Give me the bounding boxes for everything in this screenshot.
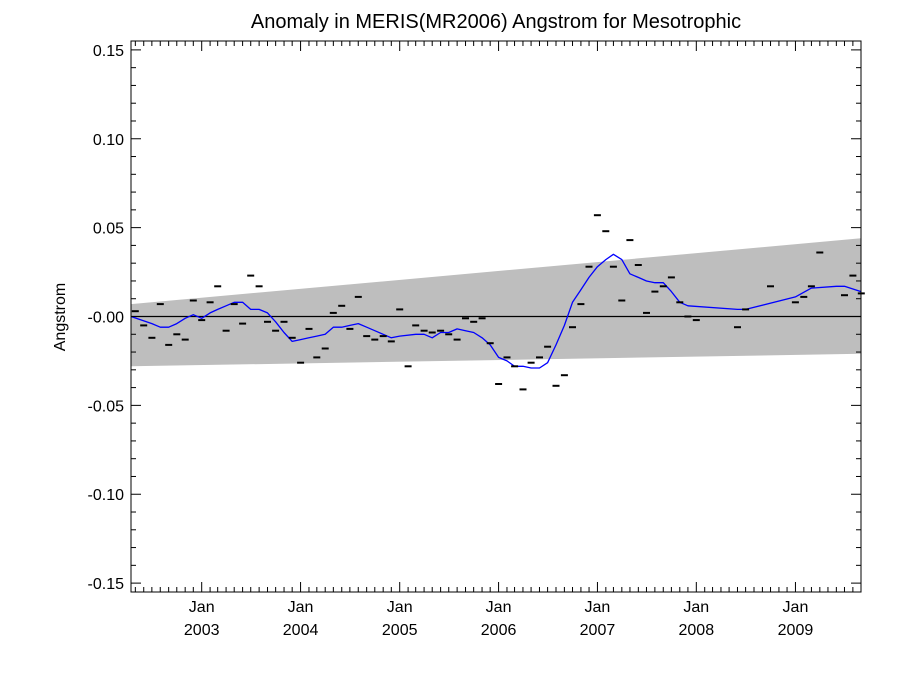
x-tick-year-label: 2008 [679, 622, 715, 639]
uncertainty-band-group [131, 238, 861, 367]
smoothed-anomaly-line [130, 253, 862, 369]
x-tick-year-label: 2006 [481, 622, 517, 639]
x-tick-year-label: 2003 [184, 622, 220, 639]
x-tick-month-label: Jan [783, 599, 809, 616]
y-tick-label: -0.05 [88, 398, 125, 415]
y-tick-label: -0.00 [88, 310, 125, 327]
y-tick-label: 0.10 [93, 132, 124, 149]
y-tick-label: 0.15 [93, 43, 124, 60]
x-tick-month-label: Jan [288, 599, 314, 616]
y-tick-label: -0.15 [88, 576, 125, 593]
y-ticks-group: 0.15 0.10 0.05 -0.00 -0.05 -0.10 -0.15 [88, 43, 861, 593]
y-axis-label: Angstrom [52, 283, 69, 351]
x-tick-year-label: 2005 [382, 622, 418, 639]
x-tick-year-label: 2004 [283, 622, 319, 639]
y-tick-label: -0.10 [88, 487, 125, 504]
monthly-points-group [131, 214, 865, 391]
x-tick-month-label: Jan [683, 599, 709, 616]
x-tick-month-label: Jan [189, 599, 215, 616]
x-tick-year-label: 2007 [580, 622, 616, 639]
smoothed-line-group [130, 253, 862, 369]
x-tick-month-label: Jan [387, 599, 413, 616]
x-tick-month-label: Jan [585, 599, 611, 616]
y-tick-label: 0.05 [93, 221, 124, 238]
x-tick-month-label: Jan [486, 599, 512, 616]
x-tick-year-label: 2009 [778, 622, 814, 639]
chart-title: Anomaly in MERIS(MR2006) Angstrom for Me… [251, 11, 741, 33]
uncertainty-band [131, 238, 861, 367]
x-ticks-group: Jan 2003 Jan 2004 Jan 2005 Jan 2006 Jan 2007 Jan 20… [134, 41, 854, 639]
